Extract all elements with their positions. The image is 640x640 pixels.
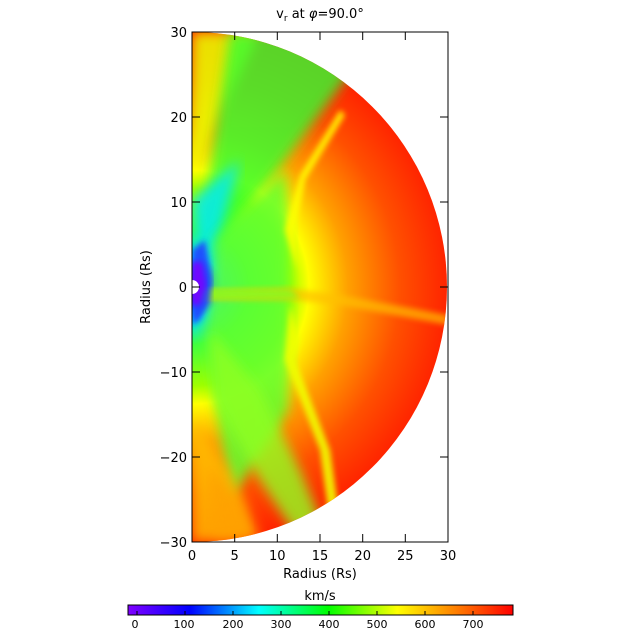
svg-text:400: 400	[319, 618, 340, 631]
svg-text:25: 25	[397, 549, 414, 564]
svg-text:500: 500	[367, 618, 388, 631]
svg-text:20: 20	[354, 549, 371, 564]
svg-text:15: 15	[312, 549, 329, 564]
svg-text:0: 0	[188, 549, 196, 564]
svg-text:300: 300	[271, 618, 292, 631]
svg-text:10: 10	[170, 196, 187, 211]
svg-text:700: 700	[463, 618, 484, 631]
y-axis-label: Radius (Rs)	[139, 250, 154, 324]
y-tick-labels: 30 20 10 0 −10 −20 −30	[160, 26, 187, 551]
svg-text:100: 100	[174, 618, 195, 631]
y-ticks	[192, 31, 448, 458]
svg-text:−30: −30	[160, 536, 187, 551]
svg-text:5: 5	[231, 549, 239, 564]
x-ticks	[191, 32, 449, 542]
colorbar-ticks	[136, 611, 474, 615]
svg-text:−10: −10	[160, 366, 187, 381]
svg-text:20: 20	[170, 111, 187, 126]
svg-text:30: 30	[170, 26, 187, 41]
svg-text:0: 0	[179, 281, 187, 296]
colorbar	[127, 604, 514, 616]
svg-text:−20: −20	[160, 451, 187, 466]
svg-text:0: 0	[132, 618, 139, 631]
x-axis-label: Radius (Rs)	[283, 567, 357, 582]
colorbar-tick-labels: 0 100 200 300 400 500 600 700	[132, 618, 484, 631]
svg-text:30: 30	[440, 549, 457, 564]
svg-text:200: 200	[223, 618, 244, 631]
x-tick-labels: 0 5 10 15 20 25 30	[188, 549, 456, 564]
colorbar-label: km/s	[304, 589, 336, 604]
chart-title: vr at φ=90.0°	[276, 7, 364, 24]
svg-text:600: 600	[415, 618, 436, 631]
heatmap	[192, 32, 447, 542]
svg-text:10: 10	[269, 549, 286, 564]
